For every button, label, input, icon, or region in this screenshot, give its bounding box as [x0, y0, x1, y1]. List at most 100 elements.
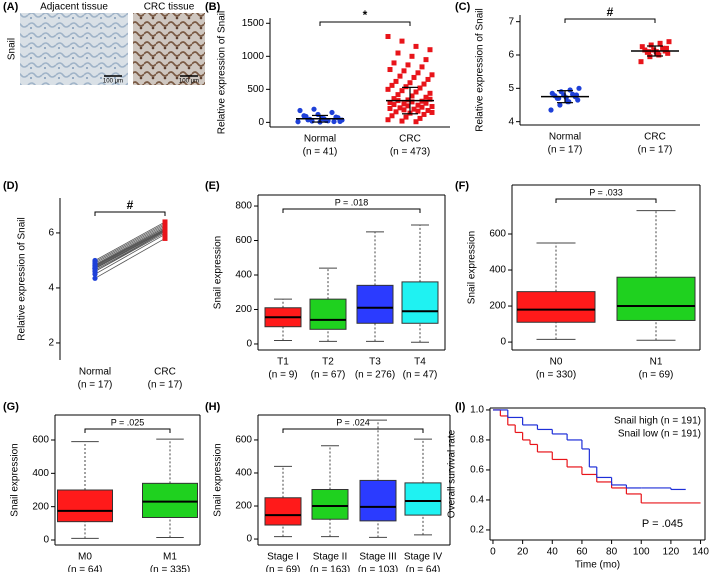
point: [411, 74, 417, 80]
x-tick-label: M0: [78, 552, 92, 563]
y-tick-label: 4: [48, 283, 54, 294]
point: [413, 43, 419, 49]
point: [303, 113, 309, 120]
point: [415, 102, 421, 108]
image-title: Adjacent tissue: [40, 2, 108, 13]
y-axis-label: Snail expression: [213, 443, 224, 516]
x-tick-label: Stage IV: [404, 552, 443, 563]
significance: P = .024: [336, 417, 370, 427]
x-tick-label: Normal: [549, 132, 581, 143]
x-tick-label: 0: [490, 547, 496, 558]
point: [162, 224, 168, 230]
y-tick-label: 600: [235, 435, 252, 446]
bracket: [564, 18, 656, 23]
point: [413, 89, 419, 95]
box: [309, 298, 347, 330]
point: [564, 99, 571, 105]
pair-line: [94, 229, 166, 270]
y-tick-label: 400: [235, 468, 252, 479]
point: [295, 119, 301, 125]
n-label: (n = 163): [310, 565, 350, 572]
point: [415, 70, 421, 76]
y-tick-label: 400: [235, 270, 252, 281]
point: [648, 42, 654, 48]
n-label: (n = 335): [150, 565, 190, 572]
point: [642, 47, 648, 53]
bracket: [94, 211, 166, 216]
n-label: (n = 64): [68, 565, 103, 572]
panel-label: (A): [3, 1, 19, 13]
point: [387, 106, 393, 112]
point: [409, 99, 415, 105]
point: [419, 104, 425, 110]
box: [359, 479, 397, 522]
point: [329, 109, 335, 116]
point: [403, 84, 409, 90]
y-axis-label: Snail expression: [10, 443, 21, 516]
point: [385, 33, 391, 39]
point: [427, 96, 433, 102]
x-axis-label: Time (mo): [575, 560, 620, 571]
panel-label: (B): [205, 1, 221, 13]
y-axis-label: Relative expression of Snail: [17, 217, 28, 340]
box: [142, 482, 198, 519]
panel-label: (C): [455, 1, 471, 13]
y-tick-label: 0: [258, 117, 264, 128]
point: [297, 107, 303, 114]
y-tick-label: 6: [48, 228, 54, 239]
point: [397, 105, 403, 111]
n-label: (n = 41): [303, 147, 338, 158]
point: [423, 100, 429, 106]
bracket: [555, 198, 657, 203]
point: [162, 219, 168, 225]
point: [385, 117, 391, 123]
panel-label: (D): [3, 180, 19, 192]
n-label: (n = 17): [78, 380, 113, 391]
y-tick-label: 400: [489, 265, 506, 276]
point: [427, 47, 433, 53]
y-tick-label: 1500: [242, 18, 265, 29]
y-axis-label: Overall survival rate: [447, 429, 458, 518]
point: [162, 229, 168, 235]
point: [429, 104, 435, 110]
point: [655, 50, 661, 56]
y-tick-label: 800: [235, 201, 252, 212]
point: [417, 115, 423, 121]
x-tick-label: 120: [663, 547, 680, 558]
pair-line: [94, 227, 166, 267]
image-ylabel: Snail: [7, 38, 18, 60]
point: [403, 114, 409, 120]
point: [660, 45, 666, 51]
y-tick-label: 400: [32, 468, 49, 479]
y-tick-label: 0.6: [470, 465, 484, 476]
box: [401, 281, 439, 324]
n-label: (n = 69): [266, 565, 301, 572]
point: [335, 115, 341, 121]
n-label: (n = 64): [406, 565, 441, 572]
point: [419, 64, 425, 70]
significance: P = .025: [111, 417, 145, 427]
y-tick-label: 1.0: [470, 405, 484, 416]
point: [663, 45, 669, 51]
pair-line: [94, 233, 166, 275]
point: [391, 102, 397, 108]
point: [409, 93, 415, 99]
y-tick-label: 200: [235, 304, 252, 315]
point: [657, 40, 663, 46]
x-tick-label: T4: [414, 357, 426, 368]
y-tick-label: 600: [489, 229, 506, 240]
x-tick-label: T3: [369, 357, 381, 368]
legend-entry: Snail high (n = 191): [614, 416, 701, 427]
pair-line: [94, 221, 166, 261]
x-tick-label: Stage II: [313, 552, 347, 563]
y-tick-label: 200: [235, 501, 252, 512]
point: [425, 76, 431, 82]
pair-line: [94, 231, 166, 272]
n-label: (n = 69): [639, 370, 674, 381]
x-tick-label: T1: [277, 357, 289, 368]
box: [616, 276, 696, 321]
x-tick-label: 80: [606, 547, 618, 558]
point: [397, 73, 403, 79]
panel-label: (E): [205, 180, 220, 192]
significance: *: [363, 8, 368, 22]
